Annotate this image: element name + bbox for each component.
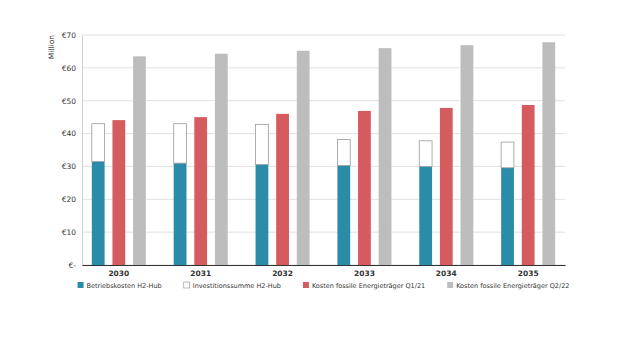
bar [297, 51, 310, 265]
y-tick: €40 [62, 129, 82, 138]
bar [419, 166, 432, 265]
bar [440, 108, 453, 265]
grid-line [82, 133, 565, 134]
bar [542, 42, 555, 265]
bar [337, 139, 350, 165]
grid-line [82, 166, 565, 167]
legend-swatch [184, 282, 190, 288]
bar [174, 124, 187, 163]
y-axis: €- €10 €20 €30 €40 €50 €60 €70 [62, 31, 83, 270]
bar [92, 162, 105, 266]
bar [337, 165, 350, 265]
legend-item: Betriebskosten H2-Hub [78, 282, 162, 290]
legend-item: Kosten fossile Energieträger Q1/21 [303, 282, 425, 290]
legend-item: Investitionssumme H2-Hub [184, 282, 281, 290]
bar [358, 111, 371, 265]
y-tick-label: €20 [62, 195, 77, 204]
y-tick: €30 [62, 162, 82, 171]
bar [133, 56, 146, 265]
grid-line [82, 35, 565, 36]
bar [174, 163, 187, 265]
y-tick-label: €10 [62, 228, 77, 237]
legend-swatch [303, 282, 309, 288]
bar [112, 120, 125, 265]
x-tick-label: 2031 [190, 269, 211, 278]
x-tick-label: 2034 [436, 269, 457, 278]
y-tick-label: €70 [62, 31, 77, 40]
legend-swatch [447, 282, 453, 288]
bar [419, 141, 432, 167]
y-tick: €10 [62, 228, 82, 237]
grid-line [82, 265, 565, 266]
bar [522, 105, 535, 265]
legend-item: Kosten fossile Energieträger Q2/22 [447, 282, 569, 290]
bars [92, 42, 555, 265]
legend-label: Kosten fossile Energieträger Q2/22 [456, 282, 569, 290]
legend: Betriebskosten H2-Hub Investitionssumme H… [78, 282, 570, 290]
y-tick: €50 [62, 97, 82, 106]
bar [461, 45, 474, 265]
legend-label: Kosten fossile Energieträger Q1/21 [312, 282, 425, 290]
y-axis-title: Million [47, 35, 56, 59]
y-tick: €20 [62, 195, 82, 204]
y-tick: €70 [62, 31, 82, 40]
bar [92, 124, 105, 162]
bar [276, 114, 289, 265]
grid-line [82, 67, 565, 68]
bar [501, 142, 514, 168]
x-tick: 2031 [190, 265, 211, 278]
bar [501, 168, 514, 265]
x-axis: 2030 2031 2032 2033 2034 2035 [83, 265, 566, 278]
x-tick: 2035 [518, 265, 539, 278]
legend-label: Investitionssumme H2-Hub [193, 282, 281, 290]
legend-swatch [78, 282, 84, 288]
grid-line [82, 232, 565, 233]
x-tick: 2032 [272, 265, 293, 278]
bar [379, 48, 392, 265]
y-tick: €60 [62, 64, 82, 73]
legend-label: Betriebskosten H2-Hub [87, 282, 162, 290]
x-tick-label: 2033 [354, 269, 375, 278]
bar [215, 54, 228, 265]
bar [194, 117, 207, 265]
y-tick-label: €- [69, 261, 77, 270]
bar [256, 124, 269, 164]
x-tick-label: 2030 [108, 269, 129, 278]
x-tick-label: 2032 [272, 269, 293, 278]
x-tick: 2034 [436, 265, 457, 278]
y-tick-label: €50 [62, 97, 77, 106]
y-tick: €- [69, 261, 82, 270]
x-tick: 2033 [354, 265, 375, 278]
grid-line [82, 100, 565, 101]
bar [256, 164, 269, 265]
y-tick-label: €30 [62, 162, 77, 171]
x-tick: 2030 [108, 265, 129, 278]
grid-line [82, 199, 565, 200]
y-tick-label: €40 [62, 129, 77, 138]
y-axis-line [82, 36, 83, 266]
x-axis-line [83, 265, 566, 266]
grid [82, 35, 565, 265]
y-tick-label: €60 [62, 64, 77, 73]
x-tick-label: 2035 [518, 269, 539, 278]
chart: €-€10€20€30€40€50€60€7020302031203220332… [0, 0, 630, 354]
